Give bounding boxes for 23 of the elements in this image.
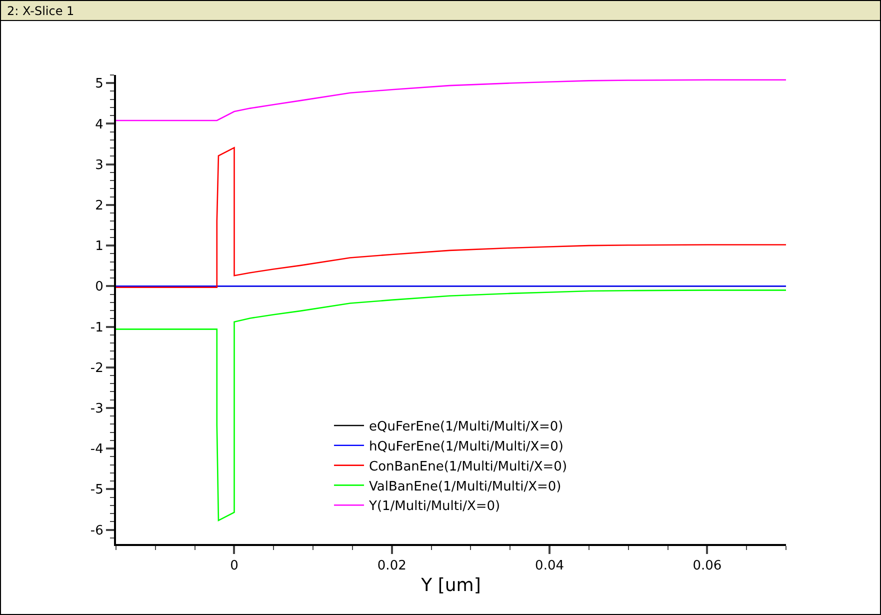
y-tick-label: 5 [95, 76, 104, 92]
chart-title: 2: X-Slice 1 [1, 1, 880, 21]
legend-label: hQuFerEne(1/Multi/Multi/X=0) [369, 439, 564, 454]
y-tick-label: -6 [90, 523, 104, 538]
y-tick-label: -2 [90, 360, 104, 376]
y-tick-label: 0 [95, 280, 104, 295]
x-tick-label: 0.02 [377, 558, 406, 574]
x-tick-label: 0.04 [535, 558, 564, 574]
y-tick-label: 2 [95, 198, 104, 214]
y-tick-label: -1 [90, 320, 104, 336]
legend-label: eQuFerEne(1/Multi/Multi/X=0) [369, 420, 564, 435]
legend-label: ConBanEne(1/Multi/Multi/X=0) [369, 459, 568, 474]
x-tick-label: 0.06 [692, 558, 722, 574]
x-tick-label: 0 [230, 558, 238, 574]
legend-label: ValBanEne(1/Multi/Multi/X=0) [369, 479, 562, 494]
y-tick-label: -4 [90, 442, 104, 458]
y-tick-label: 4 [95, 117, 104, 132]
y-tick-label: -5 [90, 482, 104, 498]
x-axis-title: Y [um] [420, 575, 481, 596]
y-tick-label: -3 [90, 402, 104, 417]
y-tick-label: 3 [95, 158, 104, 173]
legend-label: Y(1/Multi/Multi/X=0) [368, 499, 500, 514]
y-tick-label: 1 [95, 239, 104, 254]
